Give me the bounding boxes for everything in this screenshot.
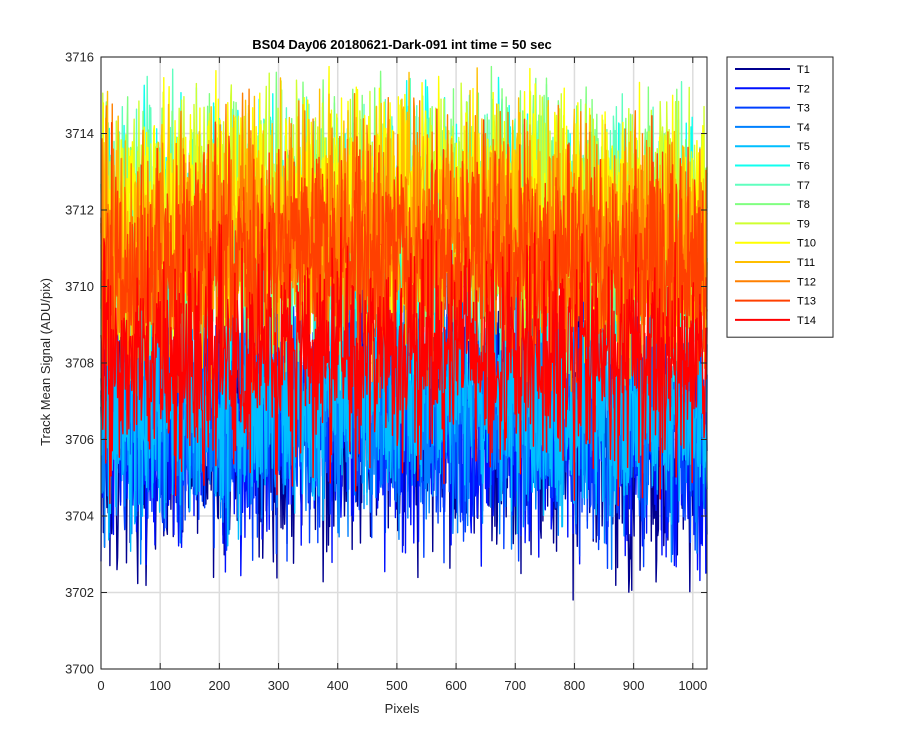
- x-axis-label: Pixels: [385, 701, 420, 716]
- legend-label-t4: T4: [797, 122, 810, 134]
- x-tick-label: 1000: [678, 678, 707, 693]
- y-tick-label: 3706: [65, 432, 94, 447]
- chart-title: BS04 Day06 20180621-Dark-091 int time = …: [252, 37, 552, 52]
- y-axis-label: Track Mean Signal (ADU/pix): [38, 278, 53, 446]
- y-tick-label: 3714: [65, 126, 94, 141]
- y-tick-label: 3704: [65, 509, 94, 524]
- x-tick-label: 600: [445, 678, 467, 693]
- legend-label-t3: T3: [797, 103, 810, 115]
- legend-label-t2: T2: [797, 83, 810, 95]
- legend-label-t9: T9: [797, 218, 810, 230]
- x-tick-label: 800: [564, 678, 586, 693]
- x-tick-label: 100: [149, 678, 171, 693]
- x-tick-label: 700: [504, 678, 526, 693]
- y-tick-label: 3700: [65, 662, 94, 677]
- legend: T1 T2 T3 T4 T5 T6 T7 T8 T9 T10 T11 T12 T13 T14: [727, 57, 833, 337]
- x-tick-label: 400: [327, 678, 349, 693]
- legend-label-t14: T14: [797, 315, 816, 327]
- y-tick-label: 3716: [65, 50, 94, 65]
- legend-label-t10: T10: [797, 238, 816, 250]
- legend-label-t5: T5: [797, 141, 810, 153]
- legend-label-t7: T7: [797, 180, 810, 192]
- x-tick-label: 200: [209, 678, 231, 693]
- x-tick-label: 300: [268, 678, 290, 693]
- legend-label-t6: T6: [797, 161, 810, 173]
- legend-label-t13: T13: [797, 296, 816, 308]
- y-tick-label: 3702: [65, 585, 94, 600]
- legend-label-t8: T8: [797, 199, 810, 211]
- x-tick-label: 500: [386, 678, 408, 693]
- legend-box: [727, 57, 833, 337]
- legend-label-t12: T12: [797, 276, 816, 288]
- x-tick-label: 0: [97, 678, 104, 693]
- legend-label-t1: T1: [797, 64, 810, 76]
- y-tick-label: 3708: [65, 356, 94, 371]
- y-tick-label: 3710: [65, 279, 94, 294]
- legend-label-t11: T11: [797, 257, 815, 269]
- y-tick-label: 3712: [65, 203, 94, 218]
- x-tick-label: 900: [623, 678, 645, 693]
